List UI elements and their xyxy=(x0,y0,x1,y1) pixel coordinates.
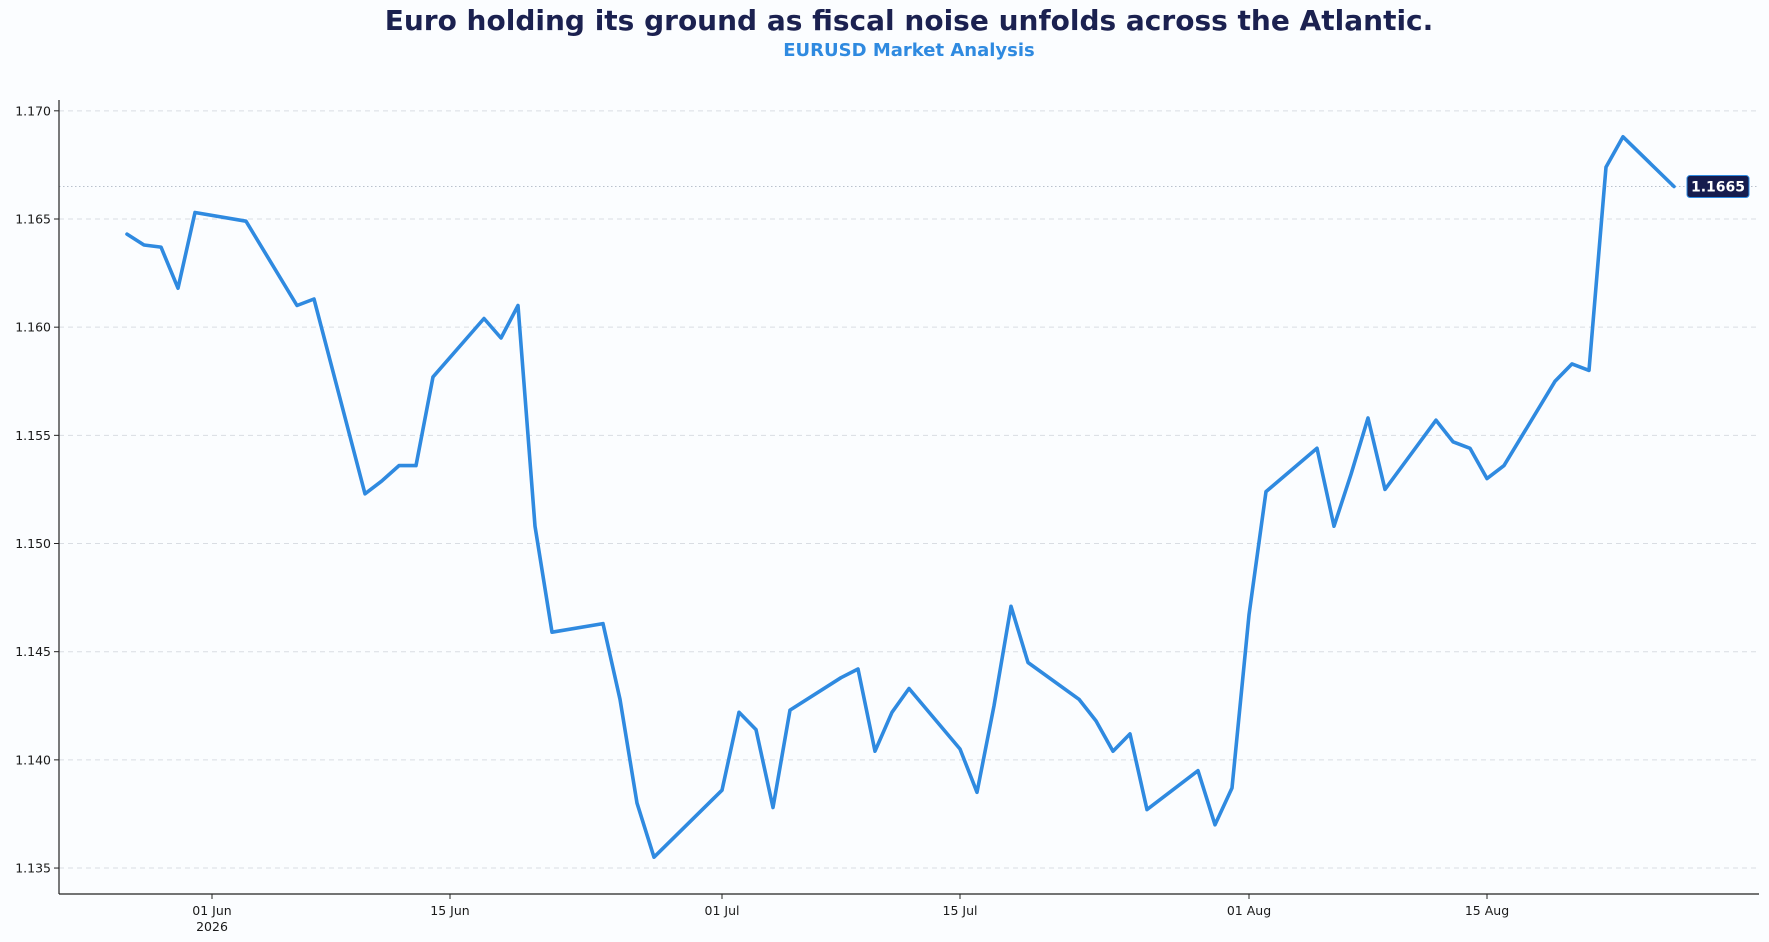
x-tick-label: 15 Jul xyxy=(943,903,978,918)
x-tick-sublabel: 2026 xyxy=(196,919,228,934)
y-tick-label: 1.170 xyxy=(15,103,51,118)
y-tick-label: 1.160 xyxy=(15,320,51,335)
y-tick-label: 1.165 xyxy=(15,211,51,226)
y-tick-label: 1.155 xyxy=(15,428,51,443)
last-value-badge: 1.1665 xyxy=(1686,175,1750,199)
x-tick-label: 01 Jul xyxy=(705,903,740,918)
last-value-badge-background xyxy=(1686,175,1750,199)
x-tick-label: 15 Aug xyxy=(1465,903,1509,918)
chart-title: Euro holding its ground as fiscal noise … xyxy=(384,4,1434,37)
y-tick-label: 1.150 xyxy=(15,536,51,551)
x-tick-label: 15 Jun xyxy=(430,903,469,918)
series-layer xyxy=(125,135,1676,860)
chart-subtitle: EURUSD Market Analysis xyxy=(783,40,1035,61)
grid-lines xyxy=(59,110,1759,869)
y-tick-label: 1.145 xyxy=(15,644,51,659)
x-tick-label: 01 Aug xyxy=(1227,903,1271,918)
y-tick-label: 1.140 xyxy=(15,752,51,767)
last-value-label: 1.1665 xyxy=(1691,180,1745,196)
y-tick-label: 1.135 xyxy=(15,861,51,876)
price-series-line xyxy=(125,135,1676,860)
x-tick-label: 01 Jun xyxy=(192,903,231,918)
axes xyxy=(58,100,1759,895)
y-axis-ticks: 1.135 1.140 1.145 1.150 1.155 1.160 1.165 1.170 xyxy=(15,103,59,876)
